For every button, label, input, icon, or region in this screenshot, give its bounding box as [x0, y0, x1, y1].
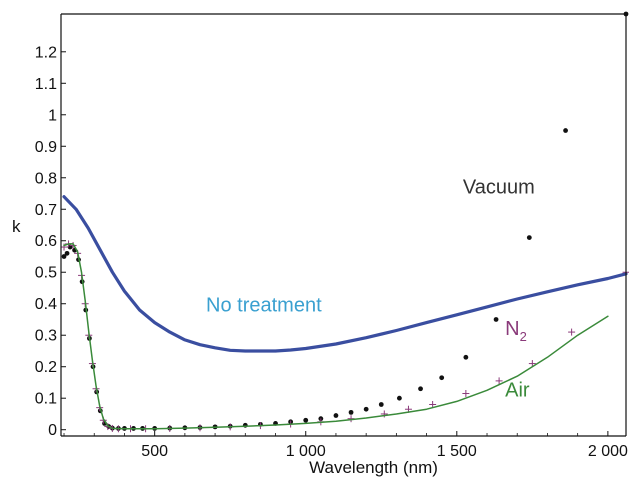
- ticks-layer: 0 0.1 0.2 0.3 0.4 0.5 0.6 0.7 0.8 0.9 1 1.1 1.2 500 1 …: [35, 44, 628, 460]
- data-point: [493, 317, 499, 322]
- data-point: [396, 395, 402, 401]
- x-axis-title: Wavelength (nm): [309, 458, 438, 477]
- x-tick-label: 500: [141, 443, 168, 460]
- data-point: [69, 241, 77, 249]
- data-point: [568, 328, 576, 336]
- data-point: [418, 386, 423, 392]
- x-tick-label: 2 000: [588, 443, 628, 460]
- y-tick-label: 0.5: [35, 265, 57, 282]
- series-thick-line: [62, 195, 628, 353]
- data-point: [333, 413, 339, 418]
- y-tick-label: 0.4: [35, 296, 57, 313]
- y-tick-label: 1: [48, 107, 57, 124]
- annotation-layer: Vacuum No treatment N2 Air: [206, 177, 535, 402]
- y-tick-label: 1.2: [35, 44, 57, 61]
- y-tick-label: 0.9: [35, 139, 57, 156]
- data-point: [378, 402, 384, 407]
- series-annotation: Air: [505, 380, 530, 402]
- series-annotation: No treatment: [206, 295, 322, 317]
- series-annotation: Vacuum: [463, 177, 535, 199]
- data-point: [563, 128, 568, 133]
- data-point: [348, 409, 354, 415]
- y-tick-label: 0.8: [35, 170, 57, 187]
- series-line: [63, 243, 609, 430]
- y-tick-label: 0.6: [35, 233, 57, 250]
- series-layer: [61, 11, 629, 433]
- series-line: [62, 195, 628, 353]
- series-markers-plus: [61, 240, 629, 433]
- x-tick-label: 1 500: [437, 443, 477, 460]
- y-tick-label: 0.2: [35, 359, 57, 376]
- y-tick-label: 0.7: [35, 202, 57, 219]
- series-markers-dot: [61, 11, 629, 431]
- y-tick-label: 0: [48, 422, 57, 439]
- data-point: [61, 254, 67, 259]
- data-point: [463, 354, 469, 360]
- data-point: [303, 417, 309, 423]
- axes-layer: [60, 13, 627, 437]
- x-tick-label: 1 000: [286, 443, 326, 460]
- data-point: [495, 377, 503, 385]
- data-point: [439, 375, 445, 381]
- y-tick-label: 1.1: [35, 76, 57, 93]
- data-point: [526, 235, 532, 240]
- y-axis-title: k: [12, 217, 21, 236]
- data-point: [363, 406, 369, 412]
- series-thin-line: [63, 243, 609, 430]
- data-point: [64, 250, 70, 256]
- data-point: [429, 401, 437, 409]
- y-tick-label: 0.3: [35, 328, 57, 345]
- series-annotation: N2: [505, 318, 527, 344]
- y-tick-label: 0.1: [35, 391, 57, 408]
- data-point: [462, 389, 470, 397]
